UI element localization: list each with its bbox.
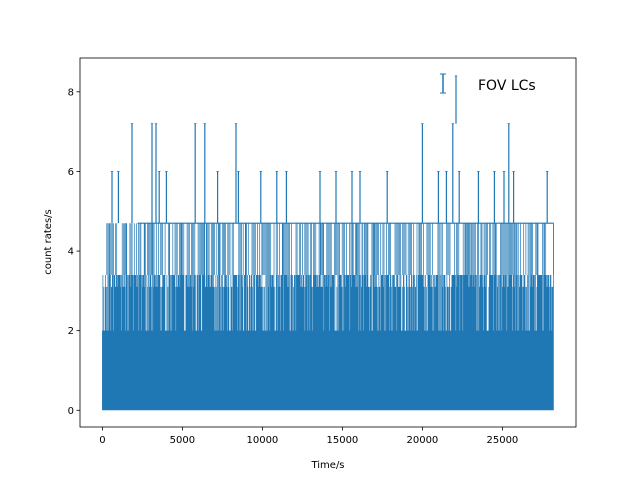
y-tick-label: 2 bbox=[68, 326, 74, 337]
data-layer bbox=[102, 75, 554, 411]
x-tick-label: 25000 bbox=[486, 435, 518, 446]
legend: FOV LCs bbox=[440, 73, 536, 94]
x-axis-label: Time/s bbox=[310, 460, 344, 471]
x-tick-label: 20000 bbox=[406, 435, 438, 446]
x-tick-label: 15000 bbox=[326, 435, 358, 446]
y-tick-label: 0 bbox=[68, 406, 74, 417]
legend-entry: FOV LCs bbox=[478, 78, 536, 94]
x-tick-label: 0 bbox=[99, 435, 105, 446]
y-tick-label: 4 bbox=[68, 247, 74, 258]
ticks: 0 5000 10000 15000 20000 25000 0 2 4 6 8 bbox=[68, 87, 519, 446]
series-excursions bbox=[106, 223, 554, 275]
x-tick-label: 5000 bbox=[170, 435, 195, 446]
y-tick-label: 8 bbox=[68, 87, 74, 98]
x-tick-label: 10000 bbox=[246, 435, 278, 446]
y-axis-label: count rates/s bbox=[43, 209, 54, 275]
plot-frame bbox=[79, 57, 577, 428]
y-tick-label: 6 bbox=[68, 167, 74, 178]
series-band bbox=[102, 223, 554, 411]
